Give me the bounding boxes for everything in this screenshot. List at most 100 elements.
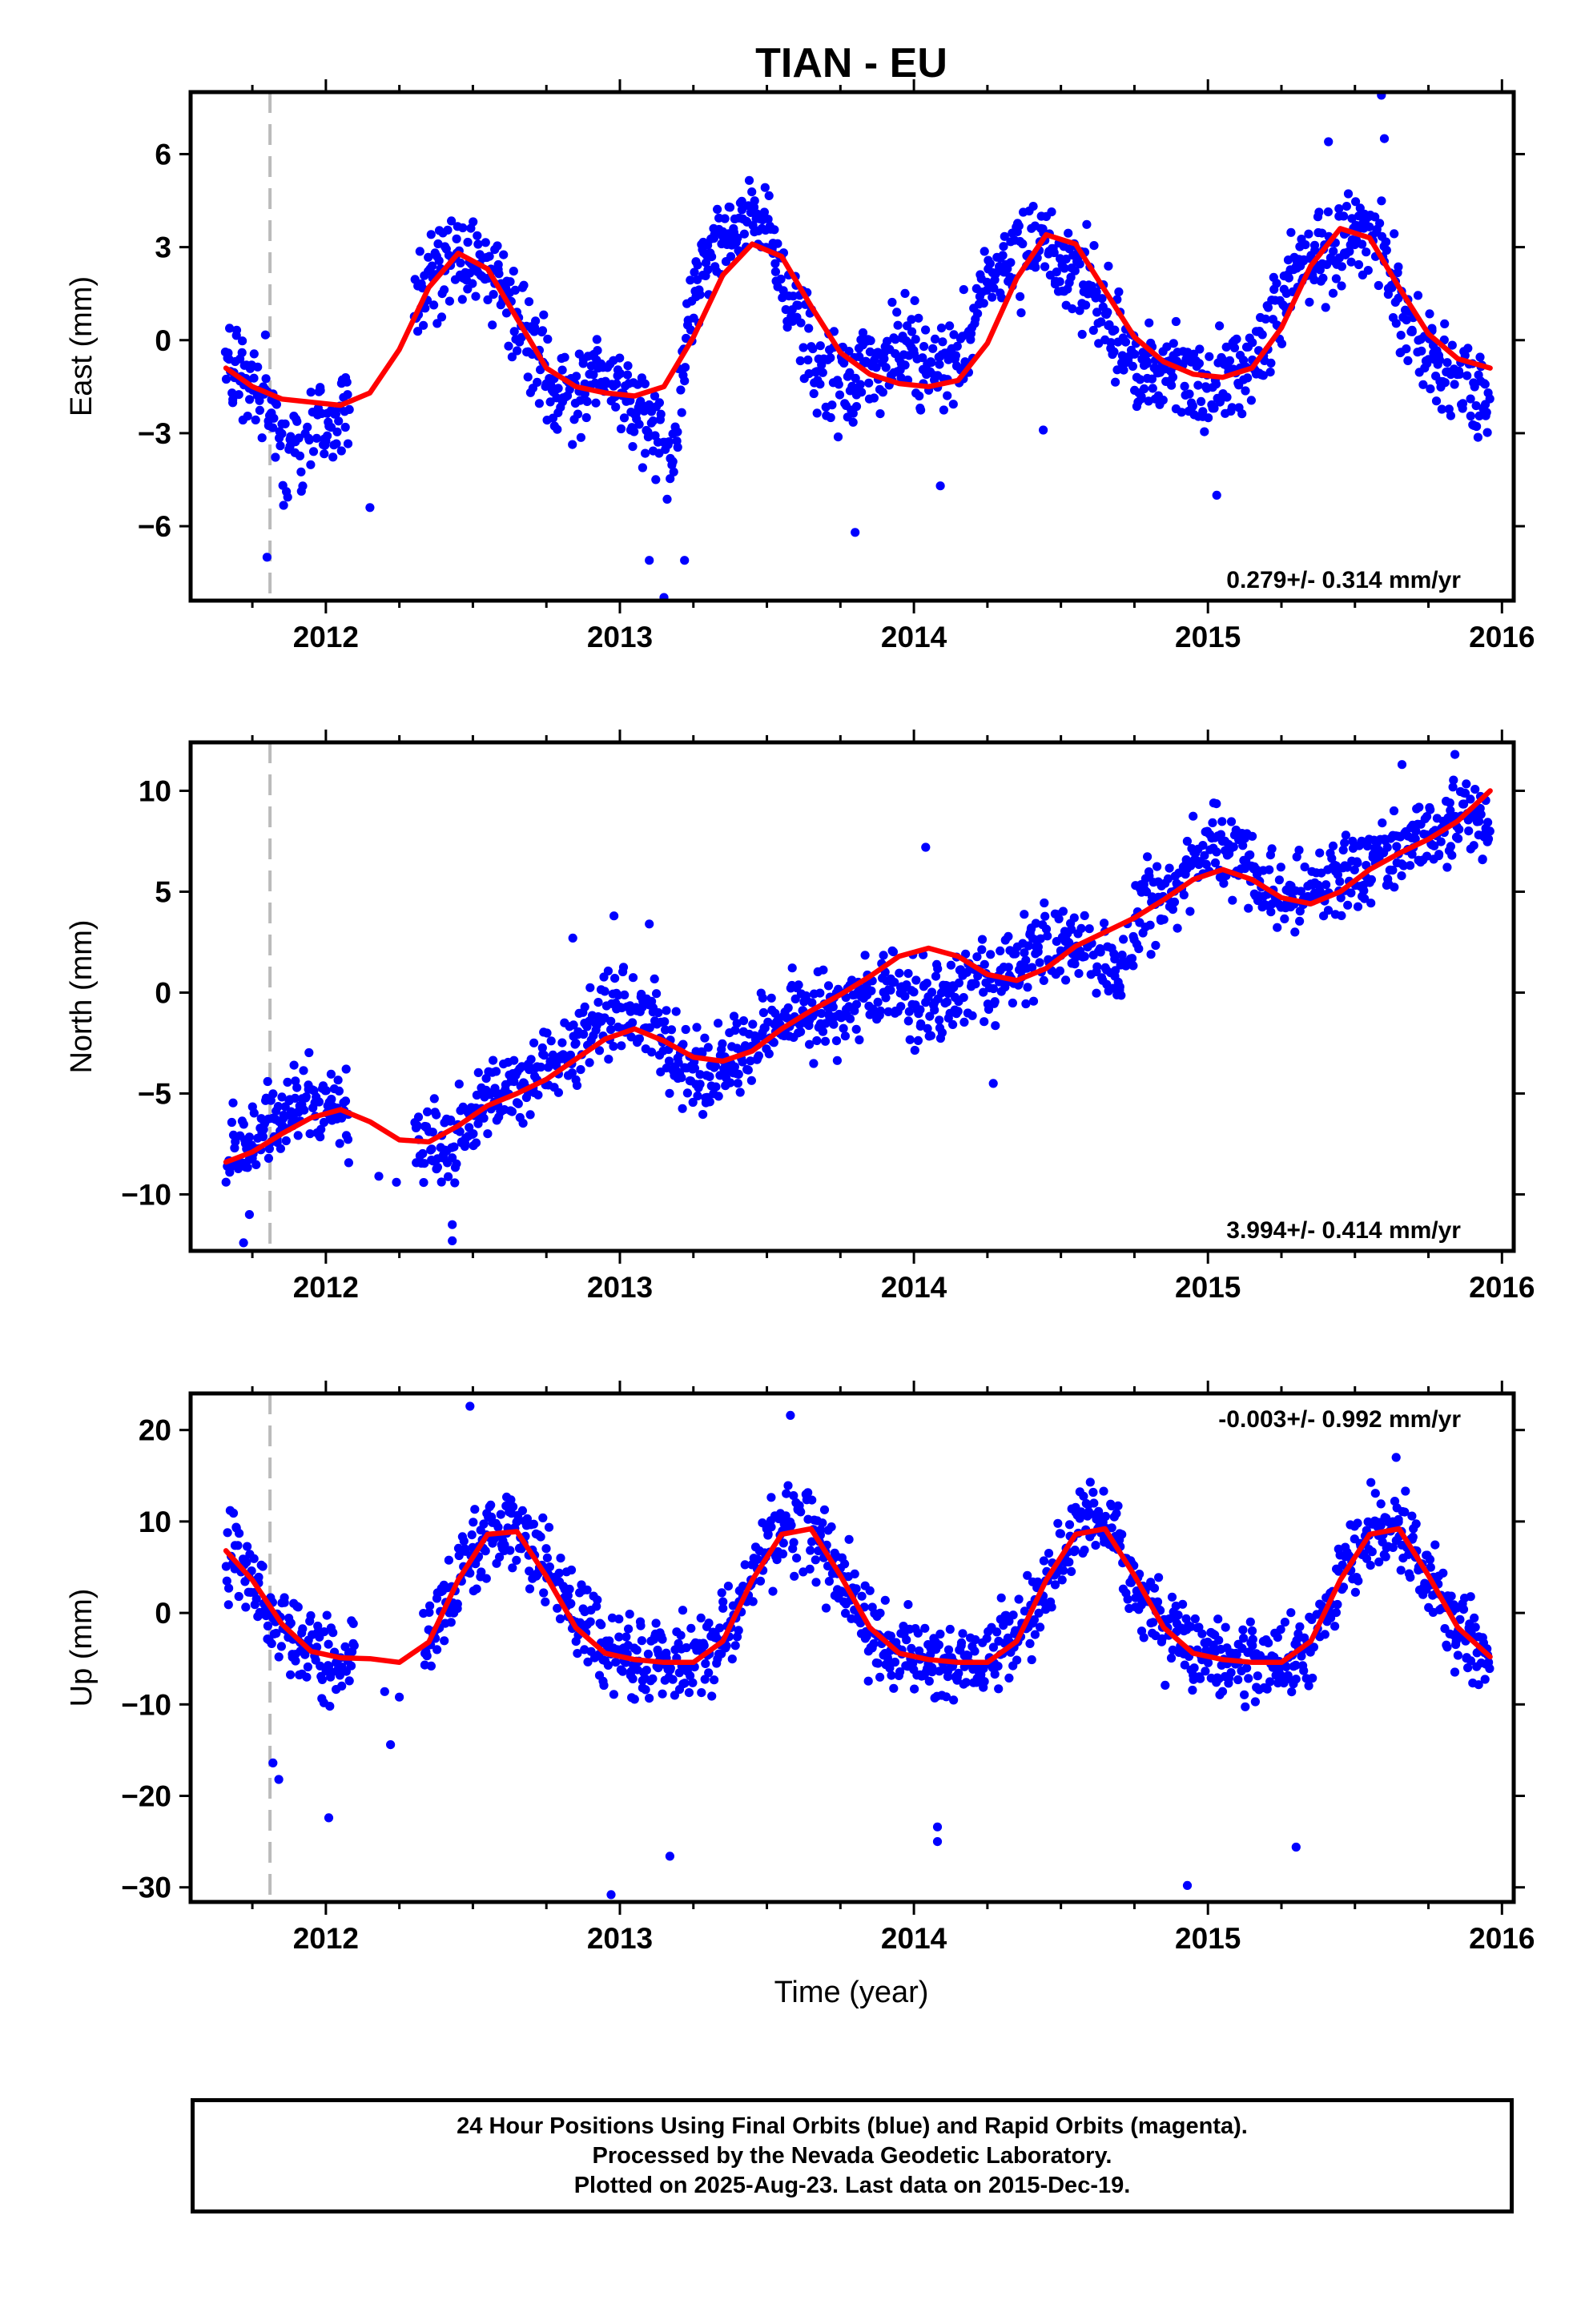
north-data-point [730,1025,740,1035]
east-data-point [864,378,874,388]
north-data-point [1146,950,1156,959]
east-data-point [1263,303,1273,312]
up-data-point [566,1598,576,1608]
up-data-point [565,1584,574,1594]
east-data-point [1232,334,1241,344]
up-x-tick-label: 2012 [293,1922,359,1955]
up-data-point [1401,1486,1410,1496]
up-data-point [1173,1610,1183,1620]
north-data-point [585,983,595,992]
east-data-point [1382,245,1391,255]
north-data-point [1061,975,1071,985]
east-data-point [815,341,825,351]
north-y-axis-label: North (mm) [65,919,99,1073]
up-data-point [763,1530,773,1539]
east-data-point [1304,229,1313,239]
east-data-point [234,390,243,400]
up-rate-label: -0.003+/- 0.992 mm/yr [1218,1406,1461,1433]
east-data-point [523,372,533,382]
east-data-point [641,448,650,458]
up-data-point [920,1623,930,1633]
up-data-point [599,1680,609,1691]
up-data-point [958,1629,967,1638]
up-outlier-point [324,1813,334,1823]
up-data-point [1020,1606,1029,1616]
north-data-point [454,1080,464,1089]
north-data-point [620,990,630,999]
up-data-point [1080,1546,1089,1555]
east-data-point [919,342,929,352]
east-data-point [623,361,633,371]
north-data-point [1294,846,1304,855]
east-data-point [1305,297,1314,307]
north-data-point [1483,818,1493,827]
up-data-point [686,1623,696,1633]
north-data-point [576,1065,585,1075]
east-data-point [1463,344,1473,353]
up-data-point [337,1681,347,1691]
north-data-point [937,1027,947,1038]
east-data-point [257,433,267,443]
north-data-point [1189,811,1198,821]
up-data-point [1064,1558,1074,1567]
east-data-point [261,374,271,384]
east-x-tick-label: 2014 [881,621,947,653]
east-data-point [936,324,947,333]
east-data-point [1049,247,1059,258]
east-data-point [893,320,903,330]
up-data-point [789,1491,799,1501]
north-data-point [518,1119,528,1128]
up-data-point [1265,1677,1275,1687]
up-data-point [723,1582,734,1591]
up-y-tick-label: 0 [155,1597,171,1630]
east-data-point [881,363,891,372]
north-data-point [628,973,638,983]
north-data-point [585,1058,594,1068]
north-data-point [412,1121,422,1131]
east-outlier-point [935,481,945,491]
north-data-point [832,1055,842,1065]
up-data-point [1253,1671,1262,1681]
east-data-point [916,405,926,415]
up-data-point [1338,1582,1349,1592]
up-data-point [349,1641,359,1651]
up-data-point [889,1683,899,1693]
north-data-point [228,1098,238,1108]
north-data-point [1321,880,1331,890]
north-data-point [1173,923,1182,933]
up-data-point [902,1635,911,1645]
north-data-point [1212,799,1221,809]
up-data-point [223,1600,233,1610]
east-data-point [436,312,447,322]
north-data-point [1092,962,1102,971]
north-data-point [1447,850,1457,860]
north-data-point [340,1096,351,1106]
east-data-point [858,328,868,338]
up-data-point [1044,1549,1054,1558]
north-data-point [327,1095,336,1104]
east-data-point [1082,219,1092,229]
up-data-point [505,1546,515,1555]
north-outlier-point [374,1172,384,1181]
east-data-point [770,259,780,268]
east-data-point [1337,262,1346,271]
east-data-point [1339,211,1349,221]
east-data-point [231,325,242,335]
north-data-point [984,1004,994,1014]
up-data-point [1240,1690,1249,1699]
north-data-point [758,993,768,1003]
up-data-point [970,1647,980,1656]
east-data-point [485,251,494,261]
up-data-point [1320,1630,1330,1639]
north-data-point [316,1132,325,1142]
up-data-point [786,1521,796,1530]
up-data-point [821,1603,831,1613]
east-data-point [1418,380,1428,389]
east-data-point [686,275,695,285]
east-data-point [312,433,321,443]
north-data-point [953,1007,963,1016]
east-data-point [553,424,562,434]
north-data-point [738,1016,749,1026]
east-data-point [415,247,424,256]
